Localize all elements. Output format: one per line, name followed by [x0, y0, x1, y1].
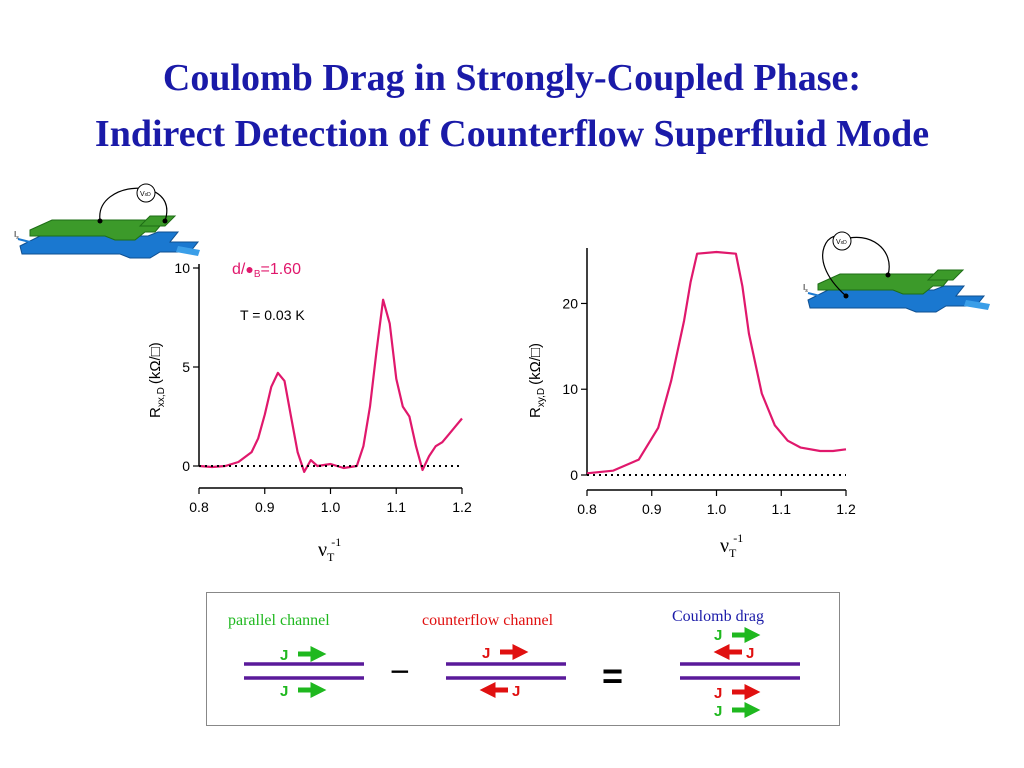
- plot-rxx: 0.8 0.9 1.0 1.1 1.2 0 5 10 d/●B=1.60 T = 0.03 K…: [147, 260, 472, 564]
- ylabel-rxx: Rxx,D(kΩ/□): [147, 342, 167, 418]
- rxy-x-tick-label: 1.1: [772, 501, 792, 517]
- rxy-x-tick-label: 1.0: [707, 501, 727, 517]
- counterflow-J-top: J: [482, 645, 490, 662]
- drag-J-2: J: [746, 645, 754, 662]
- rxx-x-tick-label: 1.2: [452, 499, 472, 515]
- slide-title-line2: Indirect Detection of Counterflow Superf…: [94, 113, 930, 155]
- current-label-right: Is: [803, 283, 808, 294]
- rxx-x-tick-label: 0.8: [189, 499, 209, 515]
- xlabel-nu-right: νT-1: [720, 531, 743, 560]
- rxx-y-tick-label: 5: [182, 359, 190, 375]
- ylabel-rxy: Rxy,D(kΩ/□): [527, 343, 547, 418]
- annotation-temperature: T = 0.03 K: [240, 307, 305, 323]
- rxx-data-line: [198, 298, 463, 473]
- minus-sign: −: [390, 653, 410, 691]
- parallel-J-top: J: [280, 647, 288, 664]
- drag-J-4: J: [714, 703, 722, 720]
- drag-J-1: J: [714, 627, 722, 644]
- rxy-x-tick-label: 0.8: [577, 501, 597, 517]
- counterflow-channel-label: counterflow channel: [422, 612, 554, 629]
- parallel-J-bottom: J: [280, 683, 288, 700]
- rxy-x-tick-label: 0.9: [642, 501, 662, 517]
- rxx-x-tick-label: 1.0: [321, 499, 341, 515]
- rxy-y-tick-label: 10: [562, 381, 578, 397]
- rxy-y-tick-label: 20: [562, 295, 578, 311]
- equals-sign: =: [602, 655, 623, 696]
- rxx-y-tick-label: 10: [174, 260, 190, 276]
- channel-diagram: parallel channel counterflow channel Cou…: [228, 608, 800, 720]
- drag-J-3: J: [714, 685, 722, 702]
- rxx-y-tick-label: 0: [182, 458, 190, 474]
- diagram-frame: [206, 592, 840, 726]
- slide-title-line1: Coulomb Drag in Strongly-Coupled Phase:: [162, 57, 862, 99]
- current-label-left: Is: [14, 230, 19, 241]
- coulomb-drag-label: Coulomb drag: [672, 608, 764, 625]
- rxy-x-tick-label: 1.2: [836, 501, 856, 517]
- parallel-channel-label: parallel channel: [228, 612, 330, 629]
- rxx-x-tick-label: 0.9: [255, 499, 275, 515]
- rxx-x-tick-label: 1.1: [387, 499, 407, 515]
- voltage-label-right: VxD: [836, 239, 847, 246]
- xlabel-nu-left: νT-1: [318, 535, 341, 564]
- plot-rxy: 0.8 0.9 1.0 1.1 1.2 0 10 20 Rxy,D(kΩ/□) νT-1: [527, 248, 856, 560]
- device-schematic-right: VxD Is: [803, 231, 990, 313]
- annotation-d-over-lb: d/●B=1.60: [232, 261, 301, 280]
- voltage-label-left: VxD: [140, 191, 151, 198]
- rxy-data-line: [586, 250, 847, 475]
- rxy-y-tick-label: 0: [570, 467, 578, 483]
- counterflow-J-bottom: J: [512, 683, 520, 700]
- device-schematic-left: VxD Is: [14, 183, 200, 259]
